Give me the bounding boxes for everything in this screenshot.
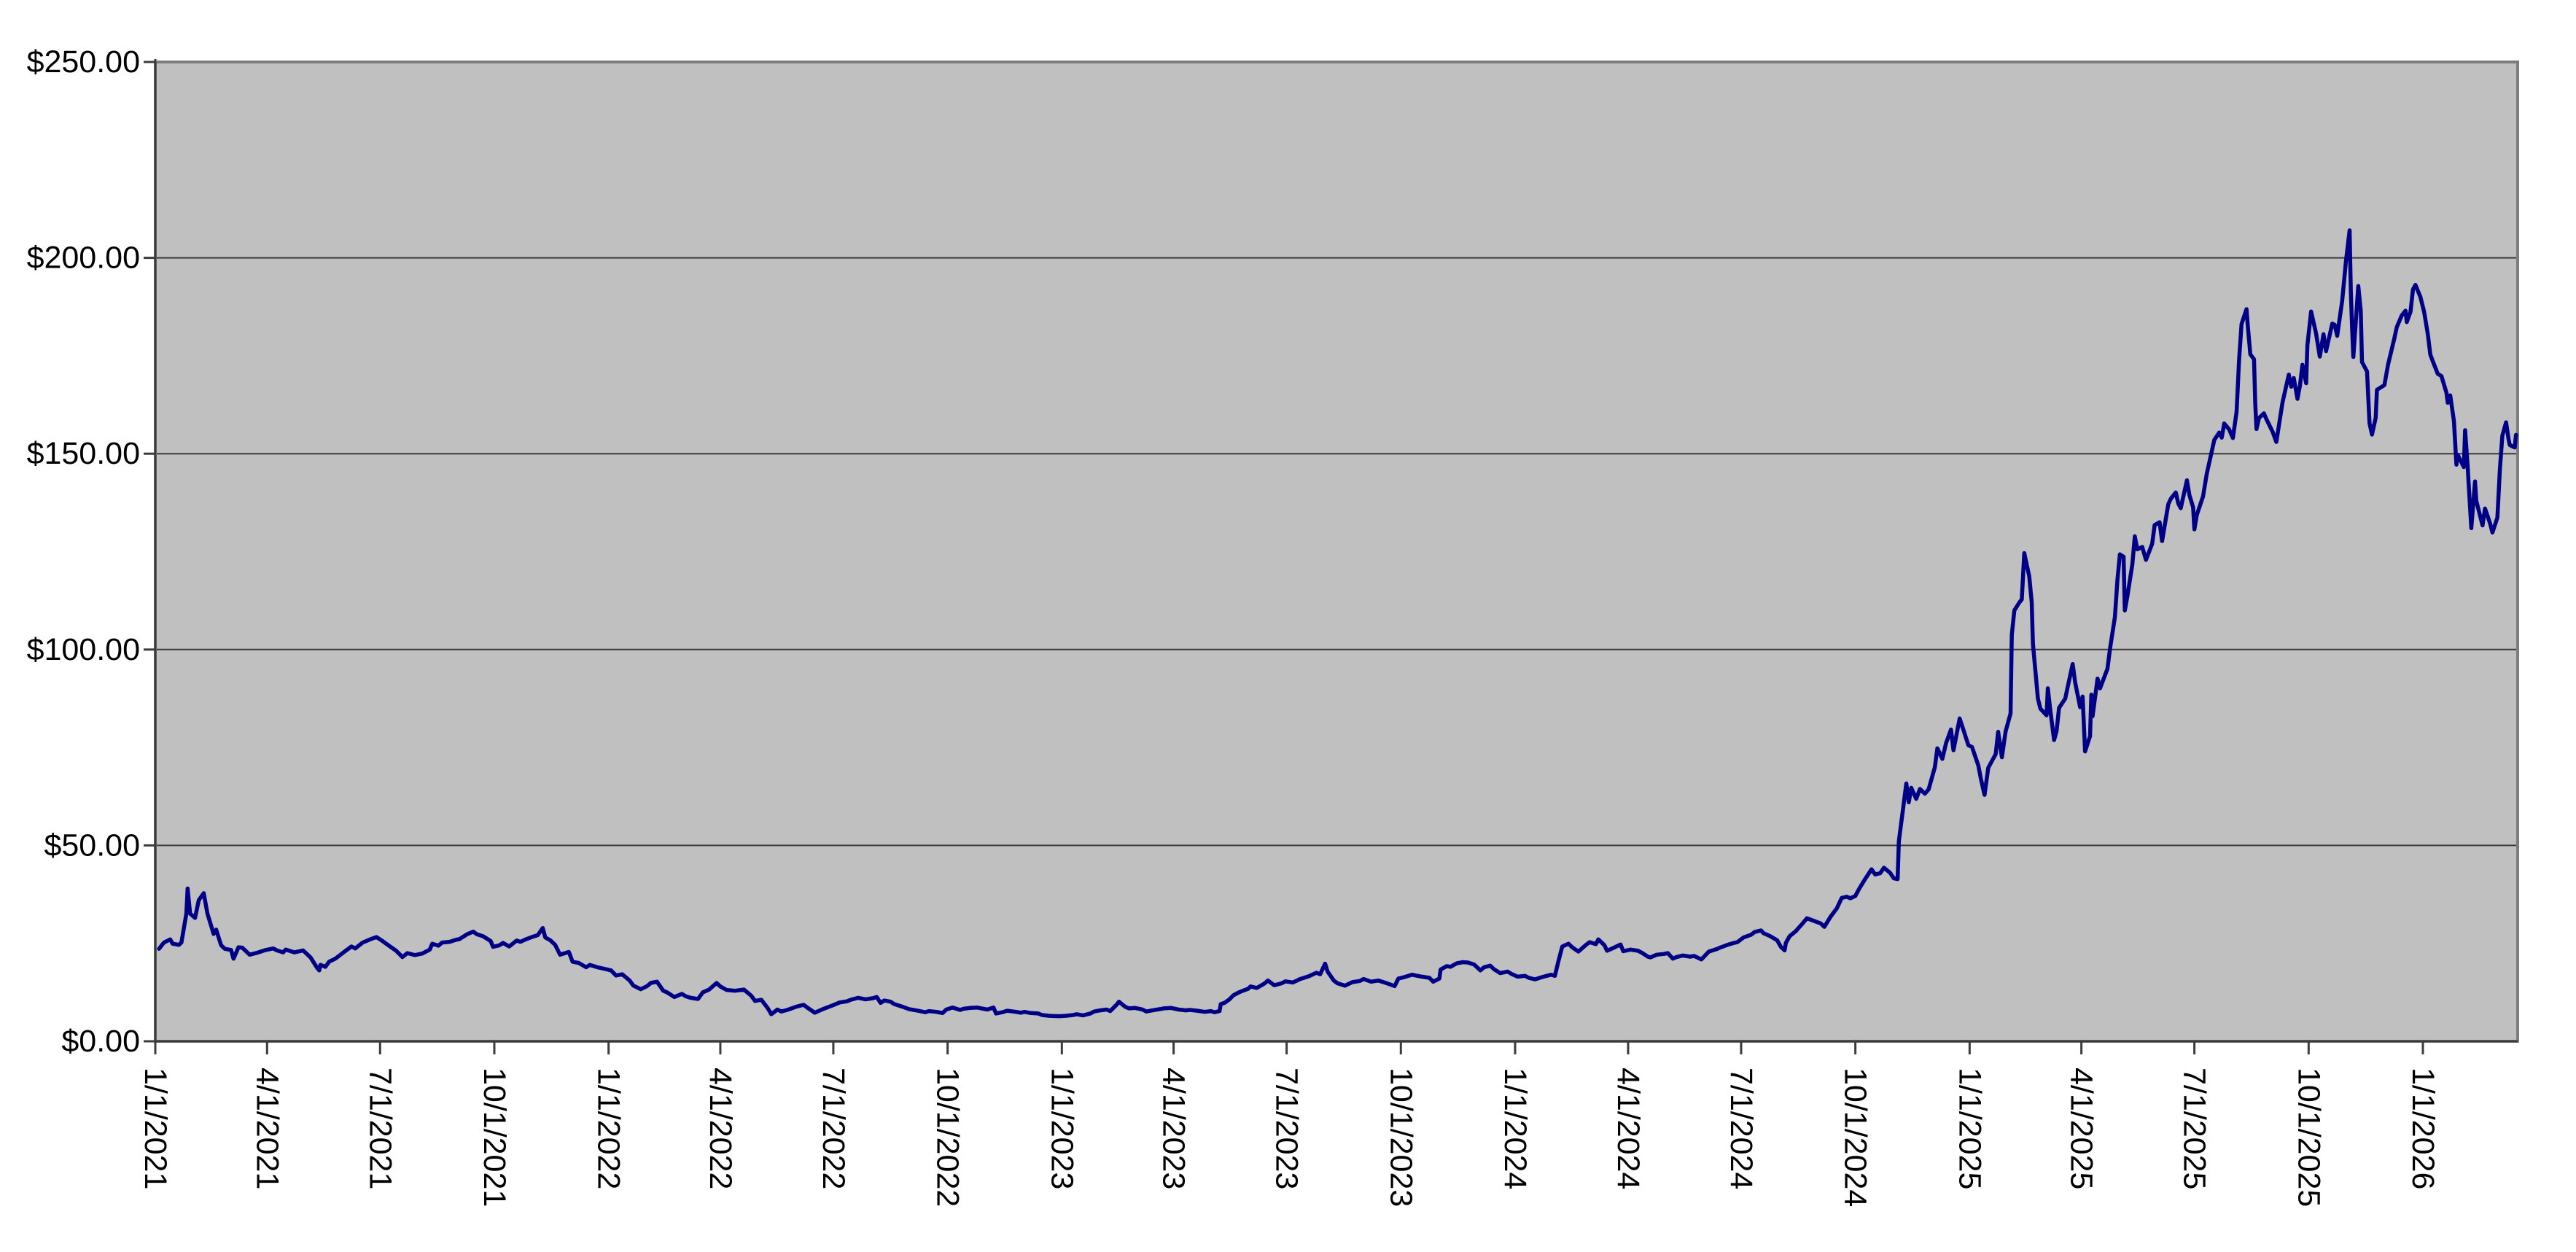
x-axis-label: 4/1/2025	[2064, 1068, 2099, 1189]
x-axis-label: 4/1/2024	[1611, 1068, 1646, 1189]
y-axis-label: $250.00	[27, 44, 140, 79]
axis-ticks	[144, 61, 2424, 1054]
x-axis-label: 10/1/2021	[477, 1068, 512, 1207]
plot-border	[154, 59, 2519, 1043]
x-axis-labels: 1/1/2021 4/1/2021 7/1/2021 10/1/2021 1/1/202…	[138, 1068, 2440, 1207]
plot-area	[155, 62, 2518, 1041]
y-axis-label: $50.00	[44, 828, 140, 863]
x-axis-label: 4/1/2023	[1156, 1068, 1191, 1189]
x-axis-label: 1/1/2021	[138, 1068, 173, 1189]
x-axis-label: 7/1/2025	[2177, 1068, 2212, 1189]
x-axis-label: 10/1/2023	[1383, 1068, 1418, 1207]
x-axis-label: 7/1/2023	[1269, 1068, 1304, 1189]
x-axis-label: 4/1/2022	[703, 1068, 738, 1189]
x-axis-label: 7/1/2024	[1724, 1068, 1759, 1189]
x-axis-label: 1/1/2024	[1498, 1068, 1533, 1189]
x-axis-label: 10/1/2024	[1838, 1068, 1873, 1207]
x-axis-label: 10/1/2025	[2291, 1068, 2326, 1207]
x-axis-label: 1/1/2026	[2405, 1068, 2440, 1189]
y-axis-label: $200.00	[27, 241, 140, 276]
x-axis-label: 1/1/2025	[1952, 1068, 1987, 1189]
x-axis-label: 4/1/2021	[249, 1068, 284, 1189]
x-axis-label: 1/1/2023	[1044, 1068, 1079, 1189]
price-line	[157, 228, 2518, 1019]
y-axis-label: $150.00	[27, 436, 140, 471]
x-axis-label: 10/1/2022	[930, 1068, 965, 1207]
x-axis-label: 7/1/2021	[362, 1068, 397, 1189]
x-axis-label: 1/1/2022	[591, 1068, 626, 1189]
x-axis-label: 7/1/2022	[816, 1068, 851, 1189]
y-axis-labels: $250.00 $200.00 $150.00 $100.00 $50.00 $0.00	[27, 44, 140, 1059]
y-axis-label: $0.00	[61, 1024, 140, 1059]
gridlines	[155, 257, 2518, 847]
y-axis-label: $100.00	[27, 632, 140, 667]
